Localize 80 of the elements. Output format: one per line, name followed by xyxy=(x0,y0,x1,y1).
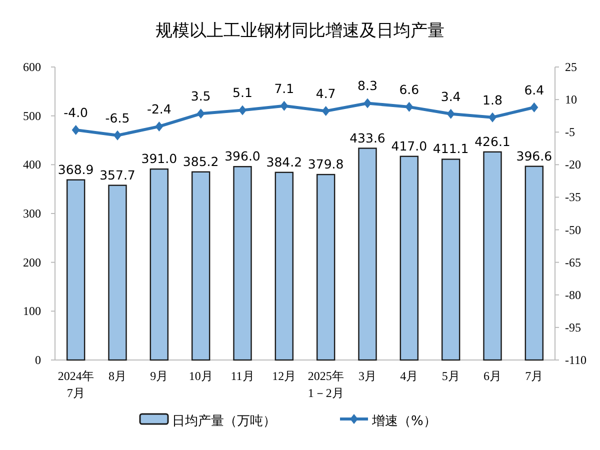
x-tick-label: 3月 xyxy=(358,369,376,383)
chart-title: 规模以上工业钢材同比增速及日均产量 xyxy=(156,21,444,41)
bar xyxy=(524,166,544,361)
data-label: 357.7 xyxy=(100,167,136,182)
data-label: 411.1 xyxy=(432,141,469,156)
legend-label: 日均产量（万吨） xyxy=(172,414,276,429)
data-label: 4.7 xyxy=(316,86,336,102)
data-label: 1.8 xyxy=(482,92,502,108)
data-label: 3.5 xyxy=(190,88,211,104)
point xyxy=(364,98,372,108)
legend-label: 增速（%） xyxy=(371,414,436,429)
y-tick-label: 400 xyxy=(23,158,41,172)
point xyxy=(405,102,414,112)
bar xyxy=(400,156,419,361)
y-tick-label: 600 xyxy=(23,60,41,74)
x-tick-label: 2025年 1－2月 xyxy=(308,369,344,400)
bar xyxy=(316,174,336,361)
x-tick-label: 5月 xyxy=(442,369,460,383)
point xyxy=(196,108,205,119)
y-tick-label: 500 xyxy=(23,108,41,123)
y2-tick-label: -80 xyxy=(565,288,581,302)
y2-tick-label: -5 xyxy=(565,125,575,140)
data-label: 6.6 xyxy=(399,82,420,97)
point xyxy=(280,100,288,111)
data-label: -4.0 xyxy=(64,104,88,120)
data-label: 5.1 xyxy=(232,85,252,100)
bar xyxy=(274,172,294,361)
data-label: -2.4 xyxy=(146,101,172,116)
x-tick-label: 9月 xyxy=(150,369,168,383)
bar xyxy=(150,168,169,361)
data-label: 385.2 xyxy=(182,154,219,169)
point xyxy=(446,108,455,119)
data-label: 3.4 xyxy=(440,88,461,104)
data-label: -6.5 xyxy=(105,110,130,126)
x-tick-label: 12月 xyxy=(272,369,296,383)
y2-tick-label: 10 xyxy=(565,92,577,107)
data-label: 384.2 xyxy=(266,154,302,170)
bar xyxy=(66,179,86,361)
x-tick-label: 4月 xyxy=(400,369,418,383)
y2-tick-label: -50 xyxy=(565,222,581,237)
data-label: 368.9 xyxy=(58,162,94,177)
y2-tick-label: -20 xyxy=(565,158,581,172)
data-label: 417.0 xyxy=(391,138,428,154)
y2-tick-label: -35 xyxy=(565,190,581,204)
bar xyxy=(483,151,502,361)
y-tick-label: 300 xyxy=(23,206,41,220)
y2-tick-label: -65 xyxy=(565,255,581,270)
x-tick-label: 2024年 7月 xyxy=(58,369,94,400)
point xyxy=(155,121,164,132)
bar xyxy=(233,166,252,361)
y-tick-label: 0 xyxy=(35,353,41,367)
y2-tick-label: -95 xyxy=(565,320,581,334)
data-label: 391.0 xyxy=(141,151,178,166)
y2-tick-label: -110 xyxy=(565,353,587,367)
y-tick-label: 100 xyxy=(23,304,41,318)
bar xyxy=(358,148,377,361)
bar xyxy=(108,184,127,361)
x-tick-label: 8月 xyxy=(108,369,126,383)
x-tick-label: 11月 xyxy=(230,369,254,383)
data-label: 433.6 xyxy=(350,130,386,146)
data-label: 396.0 xyxy=(224,148,260,164)
data-label: 379.8 xyxy=(308,156,344,172)
data-label: 6.4 xyxy=(524,82,544,98)
x-tick-label: 10月 xyxy=(188,369,213,383)
point xyxy=(530,102,538,112)
point xyxy=(72,124,80,135)
data-label: 8.3 xyxy=(358,78,378,94)
bar xyxy=(441,158,460,361)
data-label: 396.6 xyxy=(516,148,552,164)
y2-tick-label: 25 xyxy=(565,60,577,74)
point xyxy=(322,106,330,116)
point xyxy=(488,112,496,122)
x-tick-label: 7月 xyxy=(525,369,544,383)
data-label: 7.1 xyxy=(274,80,294,96)
x-tick-label: 6月 xyxy=(484,369,502,383)
point xyxy=(238,105,246,116)
y-tick-label: 200 xyxy=(23,255,41,270)
point xyxy=(114,130,122,140)
data-label: 426.1 xyxy=(474,134,510,149)
bar xyxy=(191,171,210,361)
